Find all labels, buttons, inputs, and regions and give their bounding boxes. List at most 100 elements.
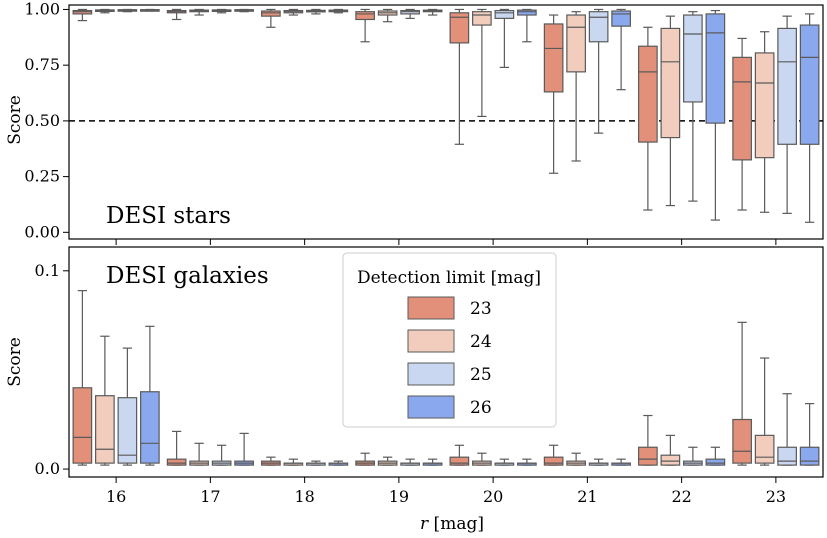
- box-body: [732, 56, 752, 161]
- box-20-25: [494, 8, 515, 69]
- box-18-24: [283, 458, 304, 466]
- panel-galaxies: 0.0 0.1 16 17 18 19 20 21 22 23 Score DESI galaxies: [5, 246, 824, 506]
- panel-title: DESI galaxies: [106, 263, 269, 289]
- box-20-24: [472, 8, 492, 118]
- box-17-26: [234, 8, 254, 13]
- box-body: [660, 454, 681, 466]
- box-23-23: [732, 321, 752, 466]
- axes-frame: [68, 246, 824, 478]
- box-18-23: [261, 456, 281, 466]
- box-body: [754, 434, 775, 464]
- box-body: [117, 397, 138, 464]
- box-22-23: [638, 414, 658, 466]
- box-body: [777, 446, 797, 466]
- box-body: [517, 9, 537, 16]
- legend-swatch: [407, 296, 455, 320]
- box-body: [732, 418, 752, 464]
- box-17-26: [234, 432, 254, 466]
- box-17-25: [211, 444, 232, 466]
- box-20-23: [449, 444, 470, 466]
- box-body: [777, 27, 797, 145]
- box-body: [72, 387, 93, 464]
- y-axis-label: Score: [5, 95, 25, 145]
- legend-swatch: [407, 329, 455, 353]
- box-19-25: [400, 8, 420, 19]
- box-17-23: [166, 430, 187, 466]
- y-tick-label: 0.50: [24, 111, 60, 130]
- y-tick-label: 0.0: [35, 459, 60, 478]
- box-body: [355, 11, 375, 21]
- box-body: [683, 14, 703, 103]
- legend-entry: 24: [470, 332, 492, 352]
- x-tick-label: 21: [577, 487, 597, 506]
- box-body: [449, 12, 470, 44]
- box-17-24: [189, 442, 209, 466]
- box-23-24: [754, 31, 775, 213]
- box-21-26: [611, 8, 631, 91]
- box-body: [705, 458, 726, 466]
- box-body: [543, 456, 564, 466]
- x-tick-label: 19: [389, 487, 409, 506]
- box-body: [95, 395, 115, 464]
- x-tick-label: 16: [106, 487, 126, 506]
- box-23-24: [754, 357, 775, 466]
- box-18-25: [306, 460, 326, 466]
- box-17-23: [166, 8, 187, 21]
- box-23-25: [777, 393, 797, 466]
- x-tick-label: 17: [200, 487, 220, 506]
- box-18-25: [306, 8, 326, 15]
- box-body: [660, 27, 681, 139]
- box-16-24: [95, 8, 115, 14]
- box-19-26: [422, 8, 443, 16]
- y-tick-label: 1.00: [24, 0, 60, 18]
- box-18-23: [261, 8, 281, 28]
- x-axis-label: r [mag]: [420, 514, 484, 534]
- box-19-24: [377, 8, 398, 23]
- box-19-25: [400, 458, 420, 466]
- box-body: [799, 446, 820, 466]
- box-20-24: [472, 452, 492, 466]
- box-body: [799, 24, 820, 145]
- box-17-25: [211, 8, 232, 14]
- box-20-26: [517, 8, 537, 43]
- box-body: [754, 52, 775, 159]
- legend: Detection limit [mag] 23 24 25 26: [342, 252, 557, 428]
- legend-entry: 23: [470, 299, 492, 319]
- box-22-24: [660, 15, 681, 207]
- box-body: [638, 45, 658, 143]
- legend-swatch: [407, 395, 455, 419]
- panel-stars: 0.00 0.25 0.50 0.75 1.00 Score DESI stars: [5, 0, 824, 245]
- box-23-26: [799, 403, 820, 466]
- box-22-24: [660, 434, 681, 466]
- box-22-25: [683, 446, 703, 466]
- box-22-26: [705, 446, 726, 466]
- box-23-25: [777, 15, 797, 214]
- box-21-25: [588, 458, 609, 466]
- box-21-26: [611, 458, 631, 466]
- box-16-25: [117, 8, 138, 13]
- y-tick-label: 0.25: [24, 167, 60, 186]
- box-16-24: [95, 335, 115, 466]
- y-tick-label: 0.00: [24, 222, 60, 241]
- box-body: [638, 446, 658, 466]
- box-16-23: [72, 8, 93, 22]
- box-21-24: [566, 452, 586, 466]
- box-body: [261, 10, 281, 17]
- legend-title: Detection limit [mag]: [357, 268, 541, 288]
- box-18-26: [328, 8, 349, 14]
- box-19-23: [355, 452, 375, 466]
- box-body: [705, 13, 726, 124]
- box-21-23: [543, 14, 564, 174]
- box-20-23: [449, 8, 470, 145]
- box-body: [140, 391, 160, 464]
- box-21-24: [566, 11, 586, 162]
- box-22-23: [638, 26, 658, 211]
- box-18-26: [328, 460, 349, 466]
- box-19-24: [377, 456, 398, 466]
- box-21-25: [588, 8, 609, 134]
- box-20-26: [517, 458, 537, 466]
- box-19-23: [355, 8, 375, 43]
- box-23-23: [732, 37, 752, 211]
- axes-frame: [68, 4, 824, 240]
